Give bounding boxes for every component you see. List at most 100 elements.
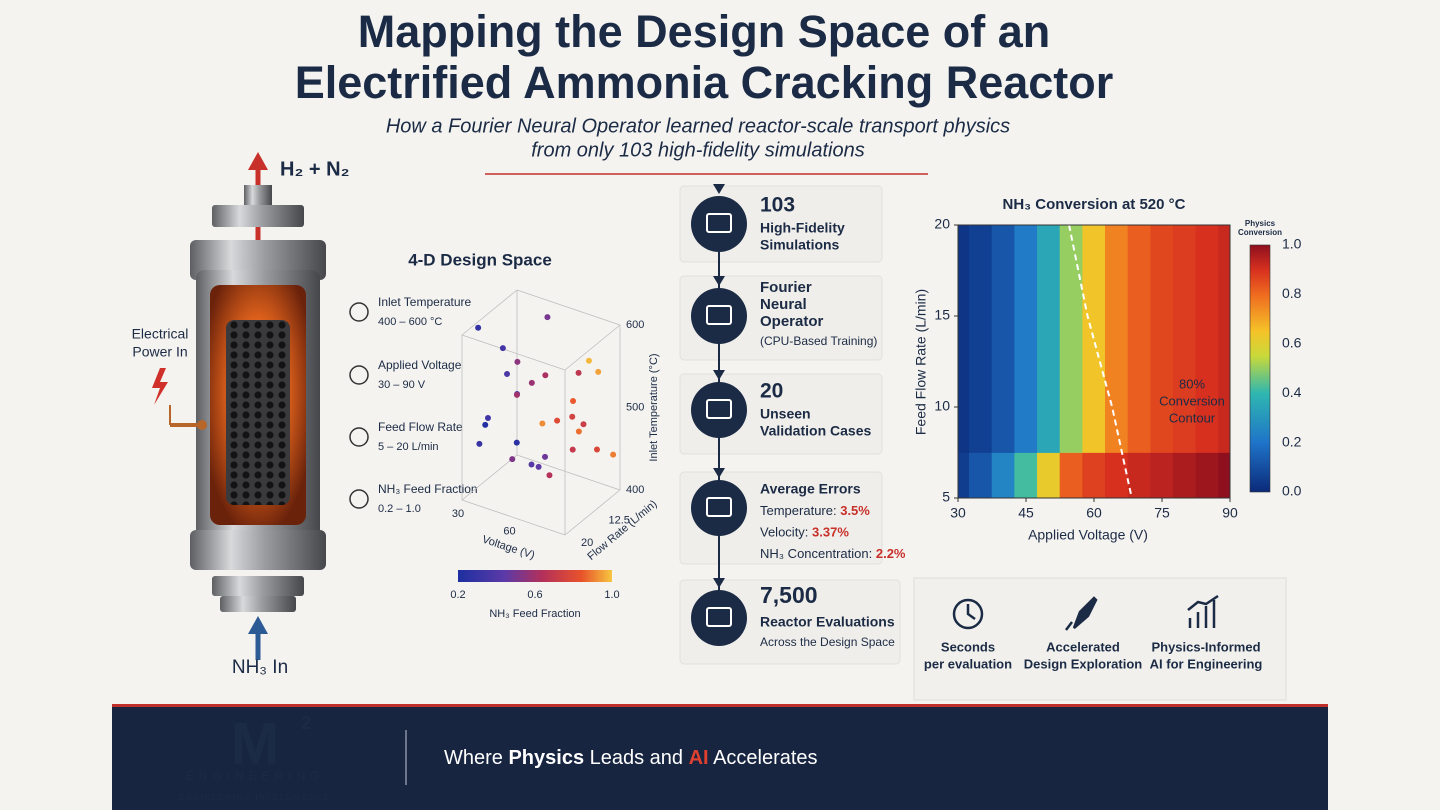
logo-mark: M (231, 711, 279, 776)
x-tick-label: 60 (1086, 505, 1102, 521)
parameter-icon (349, 365, 369, 385)
title-line: Electrified Ammonia Cracking Reactor (295, 57, 1114, 108)
tagline-part: Where (444, 747, 508, 769)
scatter-point (513, 439, 520, 446)
step-label: Validation Cases (760, 423, 871, 439)
flow-arrow (713, 370, 725, 380)
subtitle-line: How a Fourier Neural Operator learned re… (386, 115, 1010, 137)
step-number: 103 (760, 194, 795, 217)
error-value: 3.5% (840, 503, 870, 518)
features-panel (913, 577, 1287, 701)
scatter-point (544, 314, 551, 321)
scatter-point (575, 369, 582, 376)
y-tick-label: 5 (942, 489, 950, 505)
step-glyph (706, 213, 732, 233)
heatmap-cell (957, 224, 970, 453)
scatter-point (610, 451, 617, 458)
step-glyph (706, 497, 732, 517)
step-label: Average Errors (760, 481, 861, 497)
scatter-point (528, 461, 535, 468)
heatmap-cell (969, 224, 993, 453)
error-name: Temperature: (760, 503, 837, 518)
scatter-point (484, 414, 491, 421)
contour-annotation: Conversion (1159, 393, 1225, 408)
error-name: Velocity: (760, 525, 808, 540)
heatmap-cell (1127, 224, 1151, 453)
step-label: Simulations (760, 237, 840, 253)
colorbar-tick-label: 1.0 (604, 589, 619, 601)
scatter-point (504, 370, 511, 377)
box-edge (516, 289, 621, 326)
tagline-part: Leads and (584, 747, 689, 769)
scatter-point (595, 368, 602, 375)
parameter-name: Inlet Temperature (378, 295, 471, 309)
contour-annotation: Contour (1169, 410, 1216, 425)
parameter-range: 400 – 600 °C (378, 316, 442, 328)
step-label: Unseen (760, 406, 811, 422)
heatmap-cell (1082, 224, 1106, 453)
parameter-icon (349, 489, 369, 509)
scatter-point (569, 413, 576, 420)
step-note: (CPU-Based Training) (760, 334, 877, 348)
voltage-tick-label: 60 (503, 525, 515, 537)
step-glyph (706, 305, 732, 325)
heatmap-cell (1014, 224, 1038, 453)
temperature-tick-label: 400 (626, 484, 644, 496)
temperature-tick-label: 600 (626, 319, 644, 331)
tagline-part: Accelerates (709, 747, 818, 769)
step-label: Fourier (760, 279, 812, 296)
x-tick-label: 30 (950, 505, 966, 521)
footer-band (112, 704, 1328, 810)
subtitle-line: from only 103 high-fidelity simulations (531, 139, 865, 161)
colorbar-tick-label: 0.0 (1282, 483, 1302, 499)
scatter-point (513, 391, 520, 398)
heatmap-cell (991, 224, 1015, 453)
tagline-part: AI (689, 747, 709, 769)
scatter-point (476, 440, 483, 447)
colorbar-tick-label: 0.6 (1282, 335, 1302, 351)
heatmap-cell (1218, 224, 1231, 453)
y-tick-label: 20 (934, 216, 950, 232)
brand-name: ENGINEERING (185, 769, 324, 783)
flow-arrow (713, 468, 725, 478)
scatter-point (593, 446, 600, 453)
box-edge (564, 489, 621, 536)
parameter-name: Feed Flow Rate (378, 420, 463, 434)
scatter-point (482, 421, 489, 428)
flow-arrow (713, 578, 725, 588)
error-line: Temperature: 3.5% (760, 503, 870, 518)
parameter-range: 30 – 90 V (378, 379, 426, 391)
step-note: Across the Design Space (760, 635, 895, 649)
x-tick-label: 45 (1018, 505, 1034, 521)
step-label: High-Fidelity (760, 220, 845, 236)
feature-label: per evaluation (924, 656, 1012, 671)
scatter-point (554, 417, 561, 424)
flow-tick-label: 20 (581, 537, 593, 549)
power-label: Electrical (132, 326, 189, 342)
colorbar-tick-label: 0.6 (527, 589, 542, 601)
flow-arrow (713, 276, 725, 286)
heatmap-cell (1037, 224, 1061, 453)
parameter-name: NH₃ Feed Fraction (378, 482, 478, 496)
box-edge (461, 454, 518, 501)
colorbar-title: NH₃ Feed Fraction (489, 608, 580, 620)
colorbar-tick-label: 0.2 (1282, 433, 1302, 449)
step-number: 7,500 (760, 582, 818, 608)
step-label: Neural (760, 296, 807, 313)
heatmap-cell (1105, 224, 1129, 453)
scatter-colorbar (458, 570, 612, 582)
panel-title: 4-D Design Space (408, 250, 552, 269)
scatter-point (542, 453, 549, 460)
error-name: NH₃ Concentration: (760, 546, 872, 561)
x-axis-label: Applied Voltage (V) (1028, 527, 1148, 543)
temperature-axis-label: Inlet Temperature (°C) (648, 353, 660, 461)
box-edge (516, 454, 621, 491)
scatter-point (585, 357, 592, 364)
flow-tick-label: 12.5 (609, 514, 630, 526)
brand-sub: ENGINEERING INTELLIGENCE (179, 793, 331, 802)
inlet-label: NH₃ In (232, 657, 288, 678)
scatter-point (539, 420, 546, 427)
